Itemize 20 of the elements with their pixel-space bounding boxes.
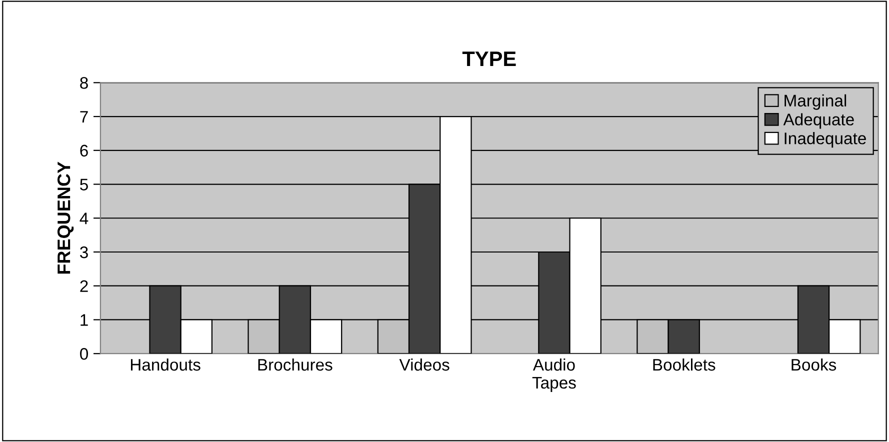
x-tick-label: Booklets: [653, 358, 716, 371]
y-tick-label: 3: [80, 246, 88, 258]
y-tick-label: 2: [80, 280, 88, 292]
x-tick-label: Brochures: [258, 358, 332, 371]
x-tick-label: Books: [792, 358, 836, 371]
y-tick-label: 7: [80, 111, 88, 123]
y-tick-label: 8: [80, 77, 88, 89]
x-tick-label: Handouts: [130, 358, 200, 371]
y-tick-label: 1: [80, 314, 88, 326]
x-tick-label: Audio Tapes: [532, 358, 576, 392]
legend-label: Inadequate: [784, 132, 866, 148]
y-tick-label: 6: [80, 144, 88, 157]
x-tick-label: Videos: [399, 358, 450, 371]
y-tick-label: 5: [80, 178, 88, 190]
y-tick-label: 4: [80, 212, 88, 224]
y-tick-label: 0: [80, 348, 88, 360]
y-axis-title: FREQUENCY: [57, 162, 74, 274]
legend-label: Adequate: [783, 113, 854, 129]
legend-label: Marginal: [784, 94, 846, 110]
chart-title: TYPE: [462, 52, 516, 66]
